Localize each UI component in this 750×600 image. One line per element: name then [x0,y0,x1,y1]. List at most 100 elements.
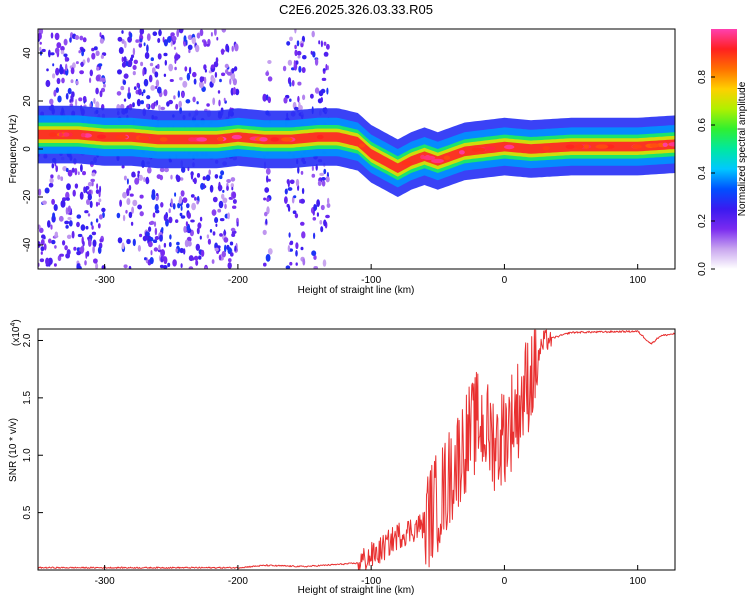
spectrogram-speckle [232,199,237,204]
spectrogram-speckle [301,231,306,239]
spectrogram-speckle [134,177,140,185]
spectrogram-speckle [224,203,227,210]
y-tick-label: 1.5 [22,390,33,404]
spectrogram-speckle [175,248,178,253]
spectrogram-speckle [150,85,156,91]
spectrogram-speckle [214,71,218,78]
spectrogram-speckle [181,166,186,173]
spectrogram-speckle [298,65,302,73]
spectrogram-speckle [52,212,56,219]
spectrogram-speckle [139,29,145,35]
spectrogram-speckle [123,73,129,79]
spectrogram-speckle [222,197,228,204]
spectrogram-peak [542,145,551,151]
spectrogram-speckle [300,43,304,48]
snr-plot-area [38,329,675,570]
spectrogram-peak [188,137,196,142]
spectrogram-speckle [311,30,315,38]
spectrogram-speckle [98,198,102,203]
spectrogram-peak [575,144,584,149]
spectrogram-speckle [123,98,127,102]
spectrogram-speckle [211,209,217,216]
spectrogram-speckle [95,101,100,109]
spectrogram-speckle [323,51,329,57]
spectrogram-speckle [123,41,127,49]
spectrogram-speckle [202,176,206,181]
spectrogram-speckle [321,180,326,187]
spectrogram-speckle [296,40,300,47]
spectrogram-speckle [46,68,49,72]
spectrogram-speckle [229,78,232,85]
spectrogram-speckle [79,191,84,200]
spectrogram-speckle [230,177,236,182]
spectrogram-speckle [95,262,99,269]
spectrogram-speckle [143,78,149,87]
spectrogram-peak [58,132,63,137]
spectrogram-speckle [174,66,177,71]
spectrogram-speckle [316,199,320,208]
snr-y-ticks: 0.5 1.0 1.5 2.0 [22,333,43,520]
spectrogram-speckle [66,183,71,191]
spectrogram-speckle [287,245,291,252]
spectrogram-speckle [283,97,288,104]
spectrogram-speckle [230,252,234,257]
spectrogram-speckle [163,89,168,97]
spectrogram-speckle [126,198,131,205]
spectrogram-speckle [123,175,127,181]
spectrogram-speckle [313,204,317,212]
spectrogram-speckle [163,39,168,47]
spectrogram-speckle [300,221,305,226]
spectrogram-speckle [132,71,136,76]
spectrogram-speckle [151,189,156,197]
spectrogram-speckle [123,56,127,63]
y-tick-label: 20 [22,95,33,107]
spectrogram-peak [631,144,642,149]
spectrogram-speckle [38,32,42,40]
spectrogram-peak [401,161,413,166]
spectrogram-speckle [55,67,60,76]
spectrogram-speckle [285,265,291,269]
spectrogram-speckle [287,205,291,212]
spectrogram-speckle [193,78,197,85]
spectrogram-speckle [54,245,57,249]
spectrogram-speckle [186,72,191,81]
spectrogram-speckle [196,32,201,39]
spectrogram-speckle [97,223,101,229]
spectrogram-speckle [126,188,130,197]
spectrogram-speckle [67,169,73,177]
spectrogram-speckle [87,213,91,217]
spectrogram-speckle [58,215,64,222]
spectrogram-speckle [311,165,314,172]
spectrogram-speckle [92,239,97,248]
spectrogram-speckle [235,88,240,96]
spectrogram-speckle [130,221,134,226]
spectrogram-speckle [310,50,313,55]
spectrogram-speckle [326,43,330,50]
spectrogram-speckle [149,257,154,265]
spectrogram-speckle [86,199,90,205]
spectrogram-speckle [210,64,215,69]
spectrogram-speckle [170,174,173,180]
spectrogram-speckle [152,31,158,36]
spectrogram-speckle [160,249,166,257]
spectrogram-y-ticks: -40 -20 0 20 40 [22,47,43,252]
spectrogram-speckle [204,266,208,269]
spectrogram-speckle [92,245,95,254]
x-tick-label: 100 [629,576,646,587]
spectrogram-speckle [293,106,299,111]
spectrogram-speckle [210,32,213,37]
spectrogram-speckle [299,199,302,204]
spectrogram-speckle [296,50,302,56]
spectrogram-speckle [300,170,304,175]
spectrogram-speckle [74,183,79,189]
spectrogram-speckle [170,40,173,47]
spectrogram-speckle [62,240,66,246]
spectrogram-speckle [154,203,159,212]
spectrogram-speckle [221,29,227,33]
spectrogram-speckle [133,59,138,65]
spectrogram-speckle [295,60,299,65]
spectrogram-speckle [48,182,54,188]
spectrogram-peak [504,144,515,150]
y-tick-label: 2.0 [22,333,33,347]
spectrogram-speckle [300,198,305,204]
